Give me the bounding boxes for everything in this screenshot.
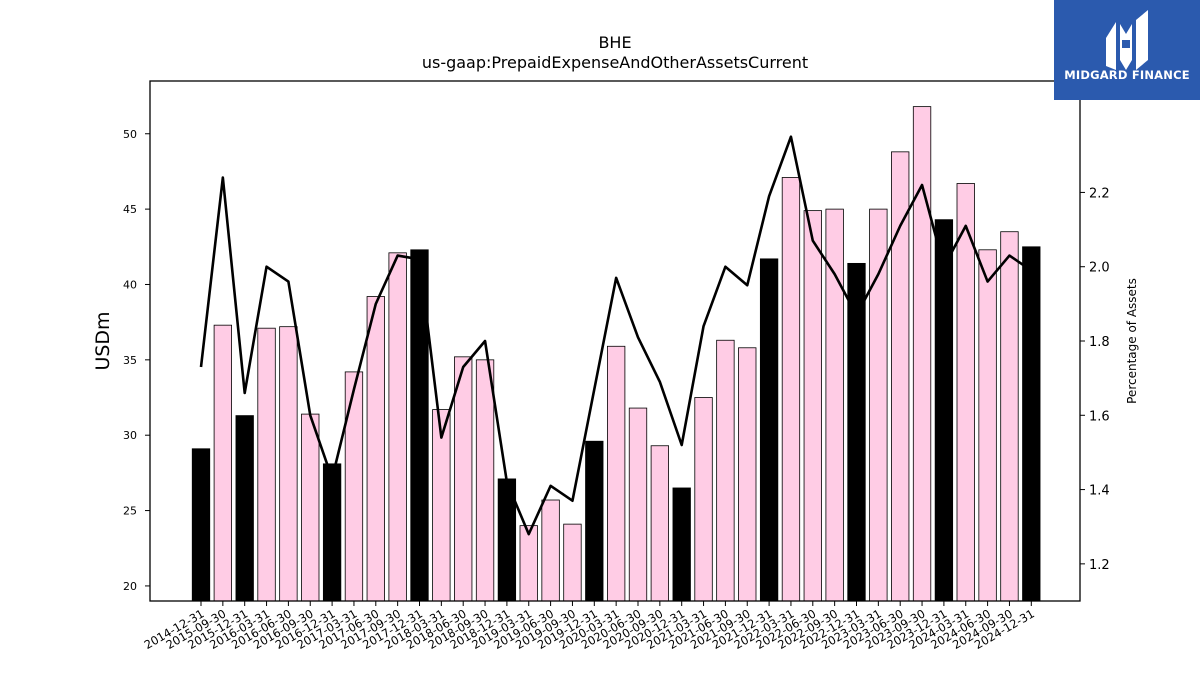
bar-2016-06-30 xyxy=(279,326,298,602)
midgard-m-logo-icon xyxy=(1054,0,1200,100)
bar-2022-09-30 xyxy=(825,208,844,602)
bar-2016-09-30 xyxy=(301,413,320,602)
y2-tick-label: 1.8 xyxy=(1089,335,1110,350)
y-axis: 20 25 30 35 40 45 50 xyxy=(123,128,150,593)
bar-2017-06-30 xyxy=(366,296,385,602)
bar-2019-12-31 xyxy=(585,440,604,602)
line-layer xyxy=(199,135,1033,536)
bar-2024-09-30 xyxy=(1000,231,1019,602)
y2-tick-label: 2.2 xyxy=(1089,186,1110,201)
y2-axis: 1.2 1.4 1.6 1.8 2.0 2.2 xyxy=(1080,186,1110,573)
y2-tick-label: 1.4 xyxy=(1089,484,1110,499)
y2-tick-label: 1.2 xyxy=(1089,558,1110,573)
bar-2018-06-30 xyxy=(454,356,473,602)
bar-2024-12-31 xyxy=(1022,246,1041,602)
y-tick-label: 40 xyxy=(123,278,137,291)
bar-2023-12-31 xyxy=(934,219,954,602)
bar-2016-12-31 xyxy=(322,463,342,602)
bar-2020-03-31 xyxy=(607,345,626,602)
bar-2019-03-31 xyxy=(519,525,538,602)
bar-2020-06-30 xyxy=(628,407,648,602)
bar-2014-12-31 xyxy=(191,448,211,602)
bar-2024-03-31 xyxy=(956,183,975,602)
y-tick-label: 25 xyxy=(123,505,137,518)
y-tick-label: 20 xyxy=(123,580,137,593)
x-axis: 2014-12-312015-09-302015-12-312016-03-31… xyxy=(142,601,1037,652)
bar-2021-12-31 xyxy=(759,258,779,602)
bar-2023-09-30 xyxy=(912,106,932,602)
bar-2015-12-31 xyxy=(235,415,254,602)
y-tick-label: 50 xyxy=(123,128,137,141)
bar-2019-09-30 xyxy=(563,523,582,602)
bar-2022-03-31 xyxy=(781,177,801,602)
bar-2016-03-31 xyxy=(257,327,276,602)
chart-subtitle: us-gaap:PrepaidExpenseAndOtherAssetsCurr… xyxy=(422,53,808,72)
bar-2018-09-30 xyxy=(475,359,495,602)
y2-tick-label: 2.0 xyxy=(1089,261,1110,276)
y-tick-label: 35 xyxy=(123,354,137,367)
bar-2023-03-31 xyxy=(869,208,888,602)
bar-2021-09-30 xyxy=(738,347,757,602)
y2-axis-label: Percentage of Assets xyxy=(1125,278,1139,404)
bar-2022-06-30 xyxy=(803,210,822,602)
bar-2020-09-30 xyxy=(650,445,669,602)
bar-2024-06-30 xyxy=(978,249,997,602)
brand-logo: MIDGARD FINANCE xyxy=(1054,0,1200,100)
bar-2023-06-30 xyxy=(891,151,910,602)
bar-2017-03-31 xyxy=(344,371,364,602)
chart-title: BHE xyxy=(598,33,631,52)
y-tick-label: 45 xyxy=(123,203,137,216)
y-tick-label: 30 xyxy=(123,429,137,442)
bar-2020-12-31 xyxy=(672,487,691,602)
bar-2017-09-30 xyxy=(388,252,407,602)
bar-2021-03-31 xyxy=(694,397,713,602)
bar-2015-09-30 xyxy=(213,324,233,602)
bar-2021-06-30 xyxy=(716,339,735,602)
y-axis-label: USDm xyxy=(92,311,114,370)
bars-layer xyxy=(191,106,1041,602)
y2-tick-label: 1.6 xyxy=(1089,409,1110,424)
percentage-line xyxy=(199,135,1033,536)
brand-name: MIDGARD FINANCE xyxy=(1064,68,1190,82)
bar-2019-06-30 xyxy=(541,499,560,602)
